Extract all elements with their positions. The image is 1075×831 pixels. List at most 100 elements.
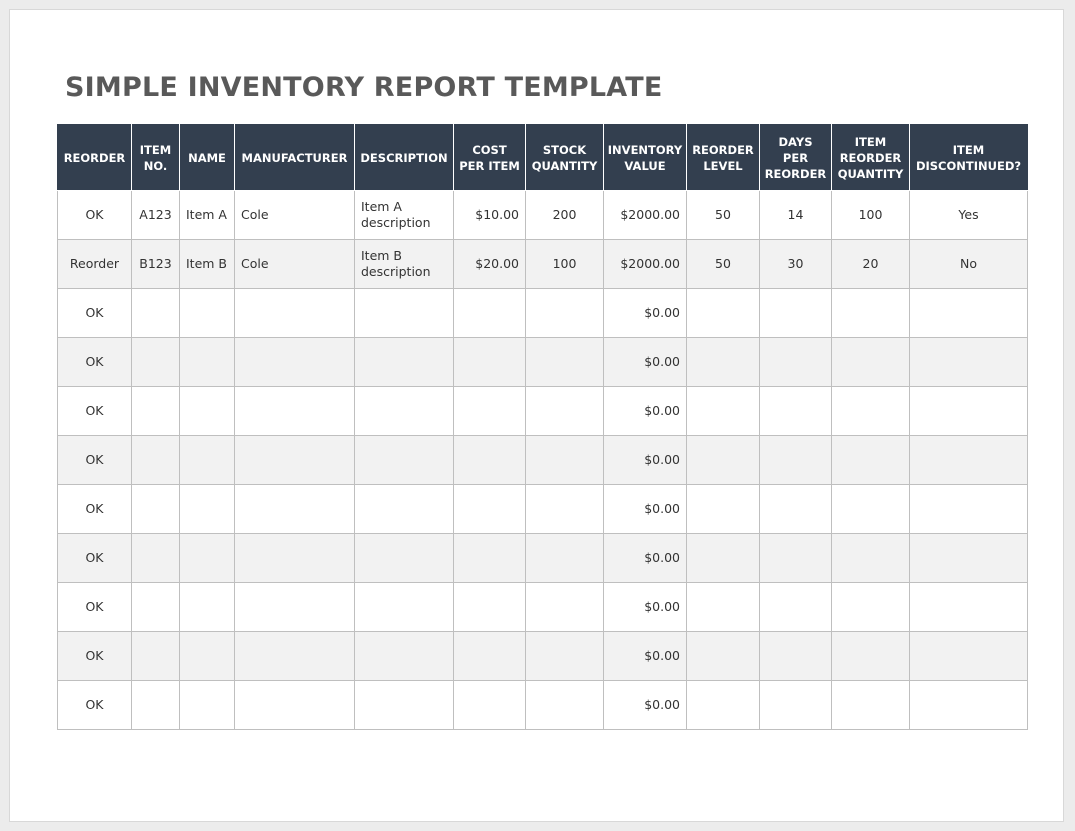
cell-item-reorder-quantity[interactable]: 100 bbox=[831, 190, 910, 240]
cell-item-discontinued[interactable] bbox=[909, 288, 1028, 338]
cell-name[interactable] bbox=[179, 680, 235, 730]
cell-item-reorder-quantity[interactable] bbox=[831, 582, 910, 632]
cell-reorder-level[interactable] bbox=[686, 680, 760, 730]
cell-description[interactable]: Item B description bbox=[354, 239, 454, 289]
cell-stock-quantity[interactable] bbox=[525, 631, 604, 681]
cell-cost-per-item[interactable] bbox=[453, 435, 526, 485]
cell-inventory-value[interactable]: $0.00 bbox=[603, 582, 687, 632]
cell-cost-per-item[interactable]: $10.00 bbox=[453, 190, 526, 240]
cell-stock-quantity[interactable]: 200 bbox=[525, 190, 604, 240]
cell-stock-quantity[interactable]: 100 bbox=[525, 239, 604, 289]
cell-item-discontinued[interactable] bbox=[909, 680, 1028, 730]
cell-name[interactable] bbox=[179, 288, 235, 338]
cell-days-per-reorder[interactable] bbox=[759, 484, 832, 534]
cell-inventory-value[interactable]: $0.00 bbox=[603, 337, 687, 387]
cell-description[interactable]: Item A description bbox=[354, 190, 454, 240]
cell-reorder[interactable]: OK bbox=[57, 631, 132, 681]
cell-item-reorder-quantity[interactable] bbox=[831, 533, 910, 583]
cell-cost-per-item[interactable] bbox=[453, 484, 526, 534]
cell-days-per-reorder[interactable] bbox=[759, 631, 832, 681]
cell-days-per-reorder[interactable] bbox=[759, 533, 832, 583]
cell-item-no[interactable] bbox=[131, 288, 180, 338]
cell-inventory-value[interactable]: $0.00 bbox=[603, 484, 687, 534]
cell-stock-quantity[interactable] bbox=[525, 533, 604, 583]
cell-inventory-value[interactable]: $0.00 bbox=[603, 680, 687, 730]
cell-item-reorder-quantity[interactable] bbox=[831, 337, 910, 387]
cell-item-discontinued[interactable] bbox=[909, 533, 1028, 583]
cell-reorder[interactable]: Reorder bbox=[57, 239, 132, 289]
cell-item-no[interactable] bbox=[131, 680, 180, 730]
cell-cost-per-item[interactable] bbox=[453, 631, 526, 681]
cell-item-reorder-quantity[interactable] bbox=[831, 680, 910, 730]
cell-stock-quantity[interactable] bbox=[525, 484, 604, 534]
cell-reorder[interactable]: OK bbox=[57, 484, 132, 534]
cell-cost-per-item[interactable] bbox=[453, 288, 526, 338]
cell-reorder[interactable]: OK bbox=[57, 680, 132, 730]
cell-item-discontinued[interactable] bbox=[909, 631, 1028, 681]
cell-item-discontinued[interactable]: Yes bbox=[909, 190, 1028, 240]
cell-name[interactable] bbox=[179, 386, 235, 436]
cell-reorder[interactable]: OK bbox=[57, 190, 132, 240]
cell-reorder-level[interactable]: 50 bbox=[686, 190, 760, 240]
cell-item-reorder-quantity[interactable]: 20 bbox=[831, 239, 910, 289]
cell-description[interactable] bbox=[354, 484, 454, 534]
cell-stock-quantity[interactable] bbox=[525, 582, 604, 632]
cell-reorder[interactable]: OK bbox=[57, 386, 132, 436]
cell-cost-per-item[interactable] bbox=[453, 680, 526, 730]
cell-stock-quantity[interactable] bbox=[525, 288, 604, 338]
cell-days-per-reorder[interactable]: 14 bbox=[759, 190, 832, 240]
cell-item-discontinued[interactable] bbox=[909, 435, 1028, 485]
cell-reorder[interactable]: OK bbox=[57, 288, 132, 338]
cell-item-no[interactable] bbox=[131, 631, 180, 681]
cell-description[interactable] bbox=[354, 386, 454, 436]
cell-days-per-reorder[interactable] bbox=[759, 680, 832, 730]
cell-reorder[interactable]: OK bbox=[57, 533, 132, 583]
cell-item-reorder-quantity[interactable] bbox=[831, 631, 910, 681]
cell-manufacturer[interactable] bbox=[234, 582, 355, 632]
cell-manufacturer[interactable] bbox=[234, 484, 355, 534]
cell-reorder[interactable]: OK bbox=[57, 337, 132, 387]
cell-days-per-reorder[interactable] bbox=[759, 582, 832, 632]
cell-reorder-level[interactable] bbox=[686, 484, 760, 534]
cell-item-no[interactable] bbox=[131, 435, 180, 485]
cell-description[interactable] bbox=[354, 582, 454, 632]
cell-reorder-level[interactable] bbox=[686, 582, 760, 632]
cell-name[interactable] bbox=[179, 631, 235, 681]
cell-inventory-value[interactable]: $0.00 bbox=[603, 631, 687, 681]
cell-stock-quantity[interactable] bbox=[525, 435, 604, 485]
cell-reorder-level[interactable] bbox=[686, 288, 760, 338]
cell-days-per-reorder[interactable] bbox=[759, 386, 832, 436]
cell-item-reorder-quantity[interactable] bbox=[831, 435, 910, 485]
cell-name[interactable] bbox=[179, 337, 235, 387]
cell-cost-per-item[interactable] bbox=[453, 386, 526, 436]
cell-item-reorder-quantity[interactable] bbox=[831, 386, 910, 436]
cell-item-no[interactable] bbox=[131, 337, 180, 387]
cell-reorder-level[interactable] bbox=[686, 337, 760, 387]
cell-inventory-value[interactable]: $0.00 bbox=[603, 288, 687, 338]
cell-item-reorder-quantity[interactable] bbox=[831, 288, 910, 338]
cell-name[interactable]: Item A bbox=[179, 190, 235, 240]
cell-reorder-level[interactable] bbox=[686, 435, 760, 485]
cell-item-no[interactable] bbox=[131, 386, 180, 436]
cell-stock-quantity[interactable] bbox=[525, 386, 604, 436]
cell-reorder[interactable]: OK bbox=[57, 582, 132, 632]
cell-reorder-level[interactable] bbox=[686, 386, 760, 436]
cell-reorder-level[interactable] bbox=[686, 631, 760, 681]
cell-inventory-value[interactable]: $2000.00 bbox=[603, 239, 687, 289]
cell-item-no[interactable] bbox=[131, 533, 180, 583]
cell-inventory-value[interactable]: $0.00 bbox=[603, 533, 687, 583]
cell-name[interactable] bbox=[179, 435, 235, 485]
cell-reorder-level[interactable] bbox=[686, 533, 760, 583]
cell-item-discontinued[interactable]: No bbox=[909, 239, 1028, 289]
cell-item-discontinued[interactable] bbox=[909, 484, 1028, 534]
cell-stock-quantity[interactable] bbox=[525, 680, 604, 730]
cell-item-no[interactable] bbox=[131, 484, 180, 534]
cell-item-discontinued[interactable] bbox=[909, 582, 1028, 632]
cell-description[interactable] bbox=[354, 288, 454, 338]
cell-stock-quantity[interactable] bbox=[525, 337, 604, 387]
cell-description[interactable] bbox=[354, 631, 454, 681]
cell-manufacturer[interactable] bbox=[234, 288, 355, 338]
cell-item-no[interactable] bbox=[131, 582, 180, 632]
cell-item-discontinued[interactable] bbox=[909, 386, 1028, 436]
cell-manufacturer[interactable]: Cole bbox=[234, 190, 355, 240]
